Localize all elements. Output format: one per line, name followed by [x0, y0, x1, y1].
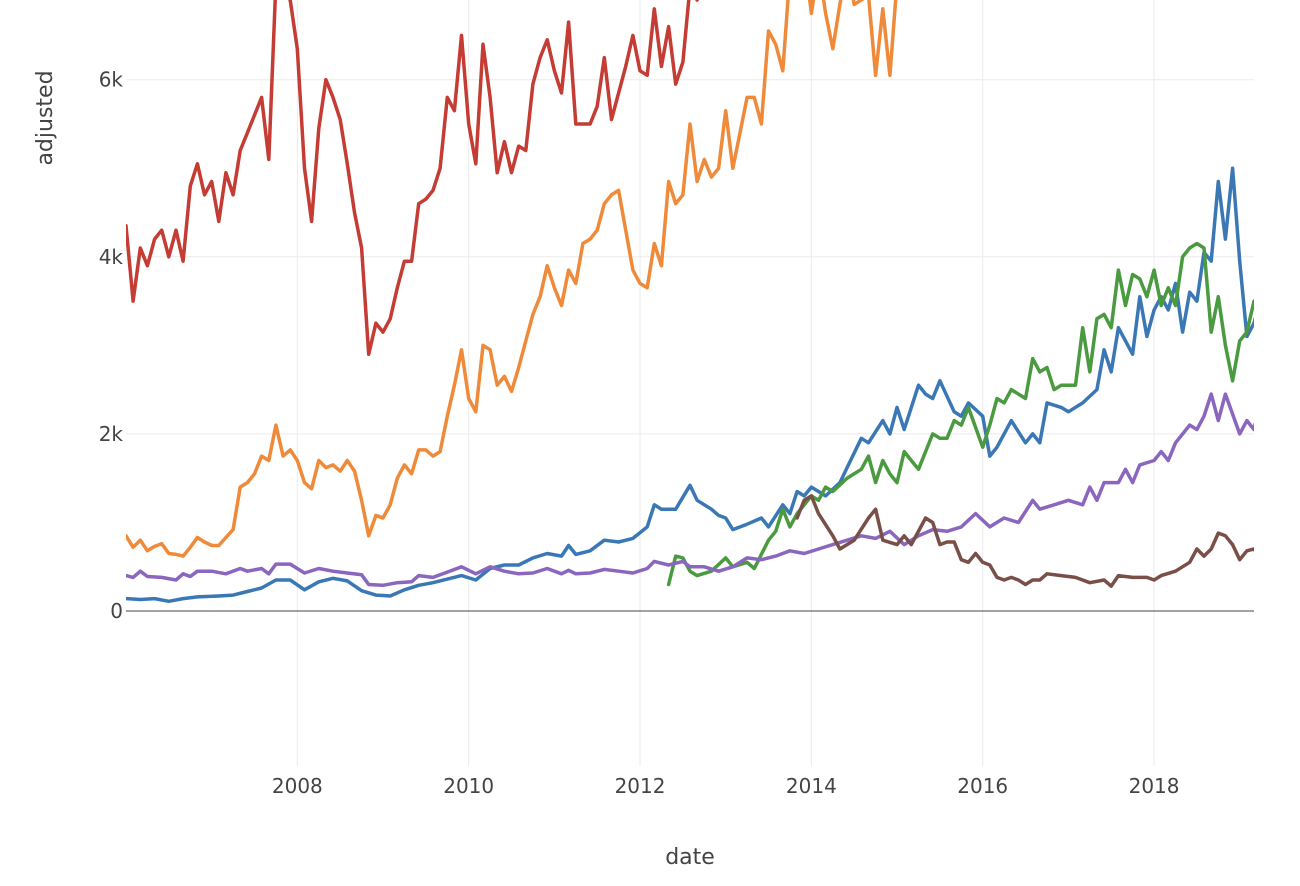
series-line-5 — [126, 392, 1254, 588]
x-axis-ticks: 2008 2010 2012 2014 2016 2018 — [272, 774, 1180, 798]
x-tick-label: 2008 — [272, 774, 323, 798]
series-line-3 — [126, 166, 1254, 604]
y-axis-title: adjusted — [33, 70, 58, 165]
series-line-1 — [126, 0, 699, 356]
x-tick-label: 2018 — [1129, 774, 1180, 798]
y-tick-label: 6k — [99, 68, 124, 92]
series-line-6 — [795, 494, 1254, 588]
series-line-4 — [666, 241, 1254, 587]
x-tick-label: 2012 — [615, 774, 666, 798]
y-tick-label: 0 — [110, 599, 123, 623]
y-tick-label: 4k — [99, 245, 124, 269]
y-axis-ticks: 0 2k 4k 6k — [99, 68, 124, 623]
x-tick-label: 2010 — [443, 774, 494, 798]
series-layer — [126, 0, 1254, 604]
y-tick-label: 2k — [99, 422, 124, 446]
x-axis-title: date — [665, 845, 715, 870]
gridlines — [126, 0, 1254, 766]
series-line-2 — [126, 0, 898, 558]
x-tick-label: 2014 — [786, 774, 837, 798]
x-tick-label: 2016 — [957, 774, 1008, 798]
